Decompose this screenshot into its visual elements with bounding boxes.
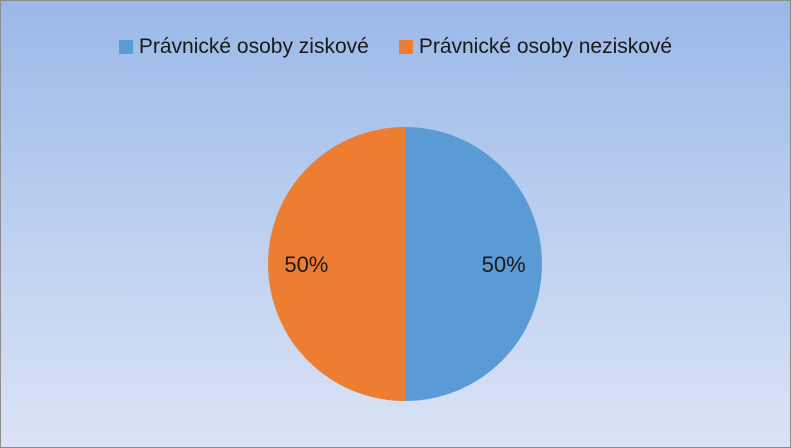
- pie-slice-ziskove: [405, 127, 542, 401]
- data-label-neziskove: 50%: [284, 252, 328, 277]
- pie-slice-neziskove: [268, 127, 405, 401]
- legend-label-neziskove: Právnické osoby neziskové: [418, 35, 673, 58]
- legend-item-neziskove: Právnické osoby neziskové: [398, 35, 673, 59]
- legend-label-ziskove: Právnické osoby ziskové: [138, 35, 369, 58]
- data-label-ziskove: 50%: [482, 252, 526, 277]
- legend-swatch-ziskove: [118, 40, 133, 54]
- chart-legend: Právnické osoby ziskové Právnické osoby …: [1, 35, 790, 59]
- legend-swatch-neziskove: [398, 40, 413, 54]
- legend-item-ziskove: Právnické osoby ziskové: [118, 35, 369, 59]
